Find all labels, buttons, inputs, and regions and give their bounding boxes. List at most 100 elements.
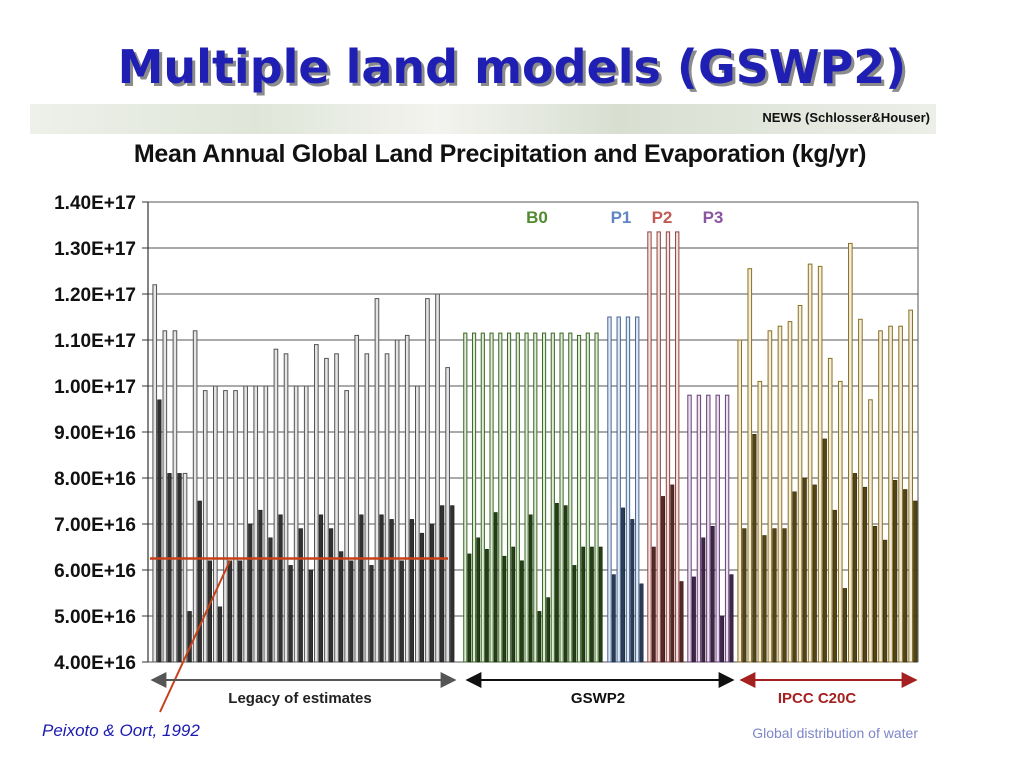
bar-evaporation-P3 <box>710 525 715 663</box>
bar-precipitation-IPCC <box>737 339 743 663</box>
bar-evaporation-IPCC <box>782 528 787 663</box>
bar-precipitation-B0 <box>533 332 538 663</box>
bar-precipitation-P2 <box>665 231 671 663</box>
bar-precipitation-B0 <box>498 332 503 663</box>
bar-evaporation-legacy <box>167 473 172 663</box>
bar-evaporation-B0 <box>476 537 481 663</box>
bar-evaporation-B0 <box>555 502 559 663</box>
bar-evaporation-IPCC <box>862 486 868 663</box>
bar-evaporation-B0 <box>502 555 507 663</box>
bar-precipitation-IPCC <box>848 242 853 663</box>
bar-precipitation-legacy <box>354 334 360 663</box>
bar-evaporation-P2 <box>670 484 675 663</box>
bar-precipitation-IPCC <box>767 330 773 663</box>
bar-precipitation-legacy <box>404 334 410 663</box>
bar-evaporation-legacy <box>450 505 455 663</box>
bar-evaporation-IPCC <box>802 477 807 663</box>
slide-title: Multiple land models (GSWP2) <box>117 40 907 94</box>
bar-precipitation-B0 <box>471 332 477 663</box>
bar-precipitation-IPCC <box>817 265 823 663</box>
bar-evaporation-B0 <box>511 546 516 663</box>
bar-precipitation-IPCC <box>777 325 783 663</box>
bar-precipitation-legacy <box>334 353 339 663</box>
citation-label: Peixoto & Oort, 1992 <box>42 721 200 740</box>
bar-precipitation-legacy <box>415 385 420 663</box>
bar-precipitation-P1 <box>607 316 612 663</box>
bar-evaporation-P1 <box>630 519 635 663</box>
bar-evaporation-IPCC <box>752 433 757 663</box>
bar-evaporation-legacy <box>298 528 303 663</box>
bar-evaporation-IPCC <box>872 525 878 663</box>
bar-precipitation-legacy <box>162 330 168 663</box>
bar-precipitation-legacy <box>263 385 269 663</box>
bar-evaporation-legacy <box>217 606 223 663</box>
bar-precipitation-B0 <box>585 332 590 663</box>
bar-precipitation-IPCC <box>908 309 913 663</box>
footer-label: Global distribution of water <box>752 725 918 741</box>
bar-evaporation-legacy <box>288 565 293 663</box>
bar-precipitation-legacy <box>202 390 208 663</box>
bar-precipitation-legacy <box>253 385 259 663</box>
bar-precipitation-IPCC <box>787 321 793 663</box>
y-tick-label: 1.30E+17 <box>54 239 136 260</box>
bar-evaporation-legacy <box>369 565 374 663</box>
bar-precipitation-legacy <box>435 293 440 663</box>
bar-precipitation-legacy <box>344 390 349 663</box>
bar-precipitation-P3 <box>687 394 692 663</box>
y-tick-label: 5.00E+16 <box>54 607 136 628</box>
bar-precipitation-legacy <box>233 390 238 663</box>
bar-evaporation-P1 <box>621 507 626 663</box>
y-tick-label: 1.00E+17 <box>54 377 136 398</box>
bar-evaporation-legacy <box>409 519 414 663</box>
bar-precipitation-IPCC <box>858 318 863 663</box>
bar-precipitation-B0 <box>594 332 599 663</box>
bar-precipitation-legacy <box>374 298 380 663</box>
bar-evaporation-legacy <box>429 523 435 663</box>
bar-evaporation-B0 <box>493 512 498 663</box>
bar-evaporation-legacy <box>187 611 192 663</box>
bar-evaporation-P3 <box>691 576 696 663</box>
bar-evaporation-legacy <box>379 514 384 663</box>
bar-evaporation-legacy <box>227 560 233 663</box>
bar-evaporation-P2 <box>651 546 656 663</box>
bar-precipitation-P1 <box>625 316 631 663</box>
bar-precipitation-legacy <box>425 298 430 663</box>
y-tick-label: 6.00E+16 <box>54 561 136 582</box>
bar-evaporation-P1 <box>639 583 644 663</box>
bar-evaporation-IPCC <box>742 528 747 663</box>
bar-evaporation-legacy <box>177 473 182 663</box>
y-tick-label: 9.00E+16 <box>54 423 136 444</box>
y-tick-label: 7.00E+16 <box>54 515 136 536</box>
bar-evaporation-B0 <box>572 565 577 663</box>
bar-evaporation-legacy <box>399 560 404 663</box>
bar-evaporation-legacy <box>207 560 212 663</box>
annotations: B0 P1 P2 P3 Legacy of estimates GSWP2 IPCC C20… <box>150 208 918 713</box>
bar-precipitation-legacy <box>314 344 319 663</box>
bar-precipitation-legacy <box>223 390 228 663</box>
bar-evaporation-P2 <box>661 496 666 663</box>
bar-precipitation-IPCC <box>757 380 763 663</box>
bar-evaporation-legacy <box>197 500 202 663</box>
y-tick-label: 4.00E+16 <box>54 653 136 674</box>
bar-evaporation-B0 <box>528 514 533 663</box>
bar-precipitation-B0 <box>559 332 564 663</box>
bar-precipitation-IPCC <box>888 325 893 663</box>
section-label-legacy: Legacy of estimates <box>228 690 371 707</box>
bar-precipitation-B0 <box>515 332 520 663</box>
bar-evaporation-B0 <box>520 560 524 663</box>
bar-evaporation-legacy <box>328 528 334 663</box>
bar-evaporation-legacy <box>318 514 324 663</box>
bar-precipitation-IPCC <box>878 330 883 663</box>
header-banner: NEWS (Schlosser&Houser) <box>30 104 936 134</box>
bar-evaporation-legacy <box>359 514 364 663</box>
bar-precipitation-legacy <box>192 330 198 663</box>
bar-evaporation-B0 <box>563 505 568 663</box>
bar-precipitation-legacy <box>394 339 400 663</box>
y-tick-label: 8.00E+16 <box>54 469 136 490</box>
y-tick-label: 1.20E+17 <box>54 285 136 306</box>
bar-evaporation-IPCC <box>852 473 858 663</box>
bar-evaporation-B0 <box>590 546 594 663</box>
bar-precipitation-B0 <box>550 332 555 663</box>
bar-precipitation-legacy <box>243 385 248 663</box>
bar-evaporation-IPCC <box>883 539 888 663</box>
